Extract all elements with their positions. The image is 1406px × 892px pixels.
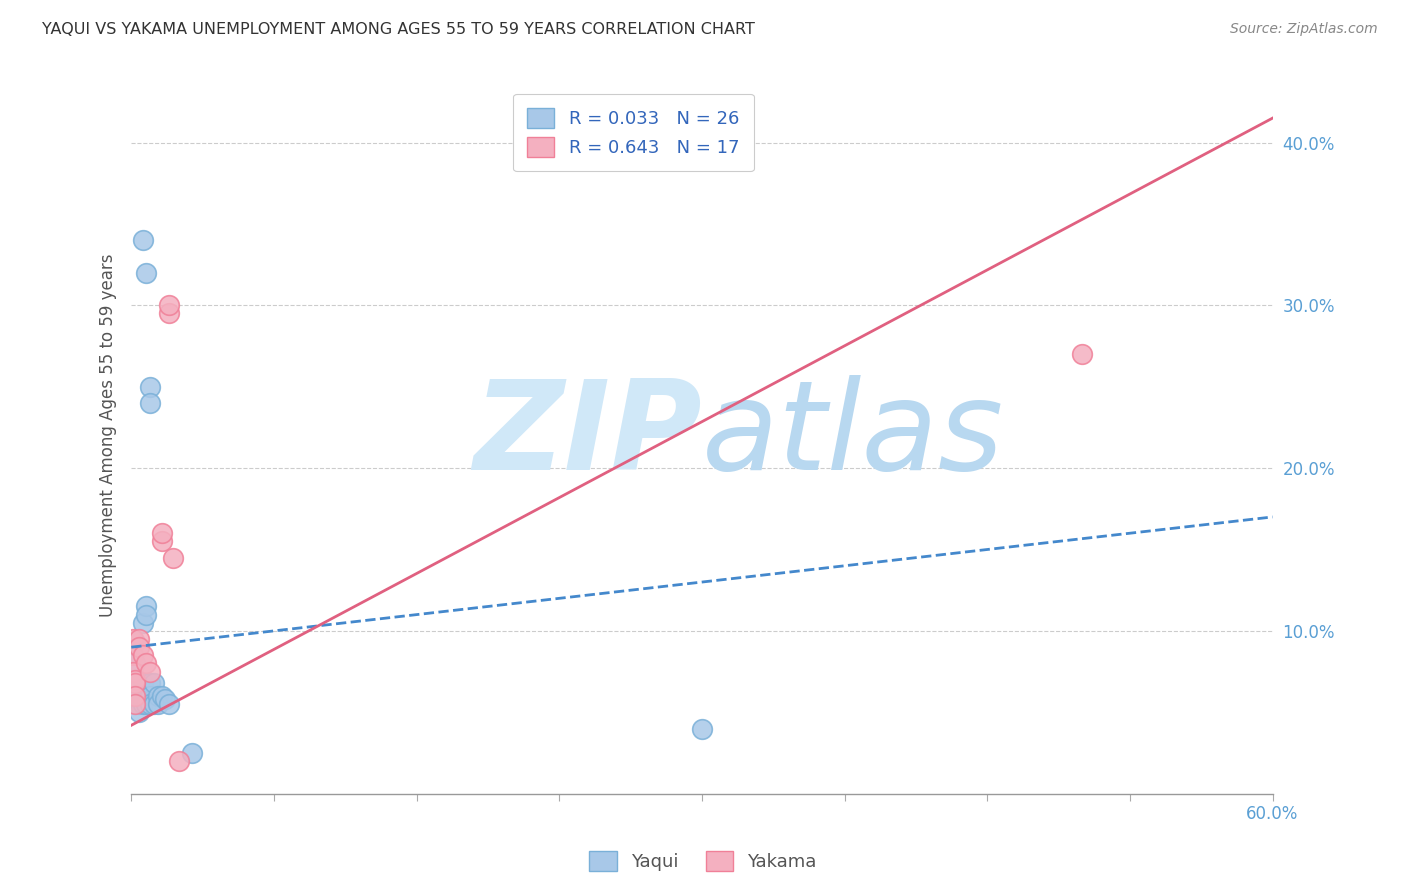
Point bbox=[690, 722, 713, 736]
Point bbox=[139, 396, 162, 410]
Point bbox=[122, 648, 145, 663]
Point bbox=[139, 689, 162, 703]
Text: Source: ZipAtlas.com: Source: ZipAtlas.com bbox=[1230, 22, 1378, 37]
Point bbox=[124, 635, 146, 649]
Point bbox=[157, 298, 180, 312]
Point bbox=[131, 648, 153, 663]
Point bbox=[124, 689, 146, 703]
Point bbox=[135, 697, 157, 711]
Point bbox=[143, 697, 166, 711]
Point bbox=[157, 306, 180, 320]
Text: atlas: atlas bbox=[702, 375, 1004, 496]
Point bbox=[131, 233, 153, 247]
Point bbox=[131, 676, 153, 690]
Point bbox=[135, 657, 157, 671]
Point bbox=[122, 632, 145, 646]
Point bbox=[128, 706, 150, 720]
Point bbox=[135, 607, 157, 622]
Point bbox=[139, 676, 162, 690]
Point bbox=[124, 673, 146, 687]
Text: YAQUI VS YAKAMA UNEMPLOYMENT AMONG AGES 55 TO 59 YEARS CORRELATION CHART: YAQUI VS YAKAMA UNEMPLOYMENT AMONG AGES … bbox=[42, 22, 755, 37]
Point bbox=[150, 526, 173, 541]
Point bbox=[146, 689, 169, 703]
Point bbox=[131, 615, 153, 630]
Point bbox=[128, 676, 150, 690]
Text: ZIP: ZIP bbox=[474, 375, 702, 496]
Point bbox=[150, 534, 173, 549]
Legend: R = 0.033   N = 26, R = 0.643   N = 17: R = 0.033 N = 26, R = 0.643 N = 17 bbox=[513, 94, 754, 171]
Point bbox=[167, 754, 190, 768]
Point bbox=[135, 599, 157, 614]
Point bbox=[131, 697, 153, 711]
Point bbox=[128, 697, 150, 711]
Point bbox=[128, 689, 150, 703]
Point bbox=[181, 746, 204, 760]
Legend: Yaqui, Yakama: Yaqui, Yakama bbox=[582, 844, 824, 879]
Point bbox=[143, 676, 166, 690]
Point bbox=[139, 665, 162, 679]
Point bbox=[139, 697, 162, 711]
Point bbox=[150, 689, 173, 703]
Point bbox=[135, 266, 157, 280]
Point bbox=[155, 692, 177, 706]
Point bbox=[162, 550, 184, 565]
Point bbox=[124, 697, 146, 711]
Point bbox=[146, 697, 169, 711]
Point bbox=[1071, 347, 1094, 361]
Point bbox=[157, 697, 180, 711]
Point bbox=[122, 665, 145, 679]
Point bbox=[128, 640, 150, 655]
Point bbox=[124, 676, 146, 690]
Point bbox=[139, 380, 162, 394]
Y-axis label: Unemployment Among Ages 55 to 59 years: Unemployment Among Ages 55 to 59 years bbox=[100, 254, 117, 617]
Point bbox=[124, 657, 146, 671]
Point bbox=[128, 632, 150, 646]
